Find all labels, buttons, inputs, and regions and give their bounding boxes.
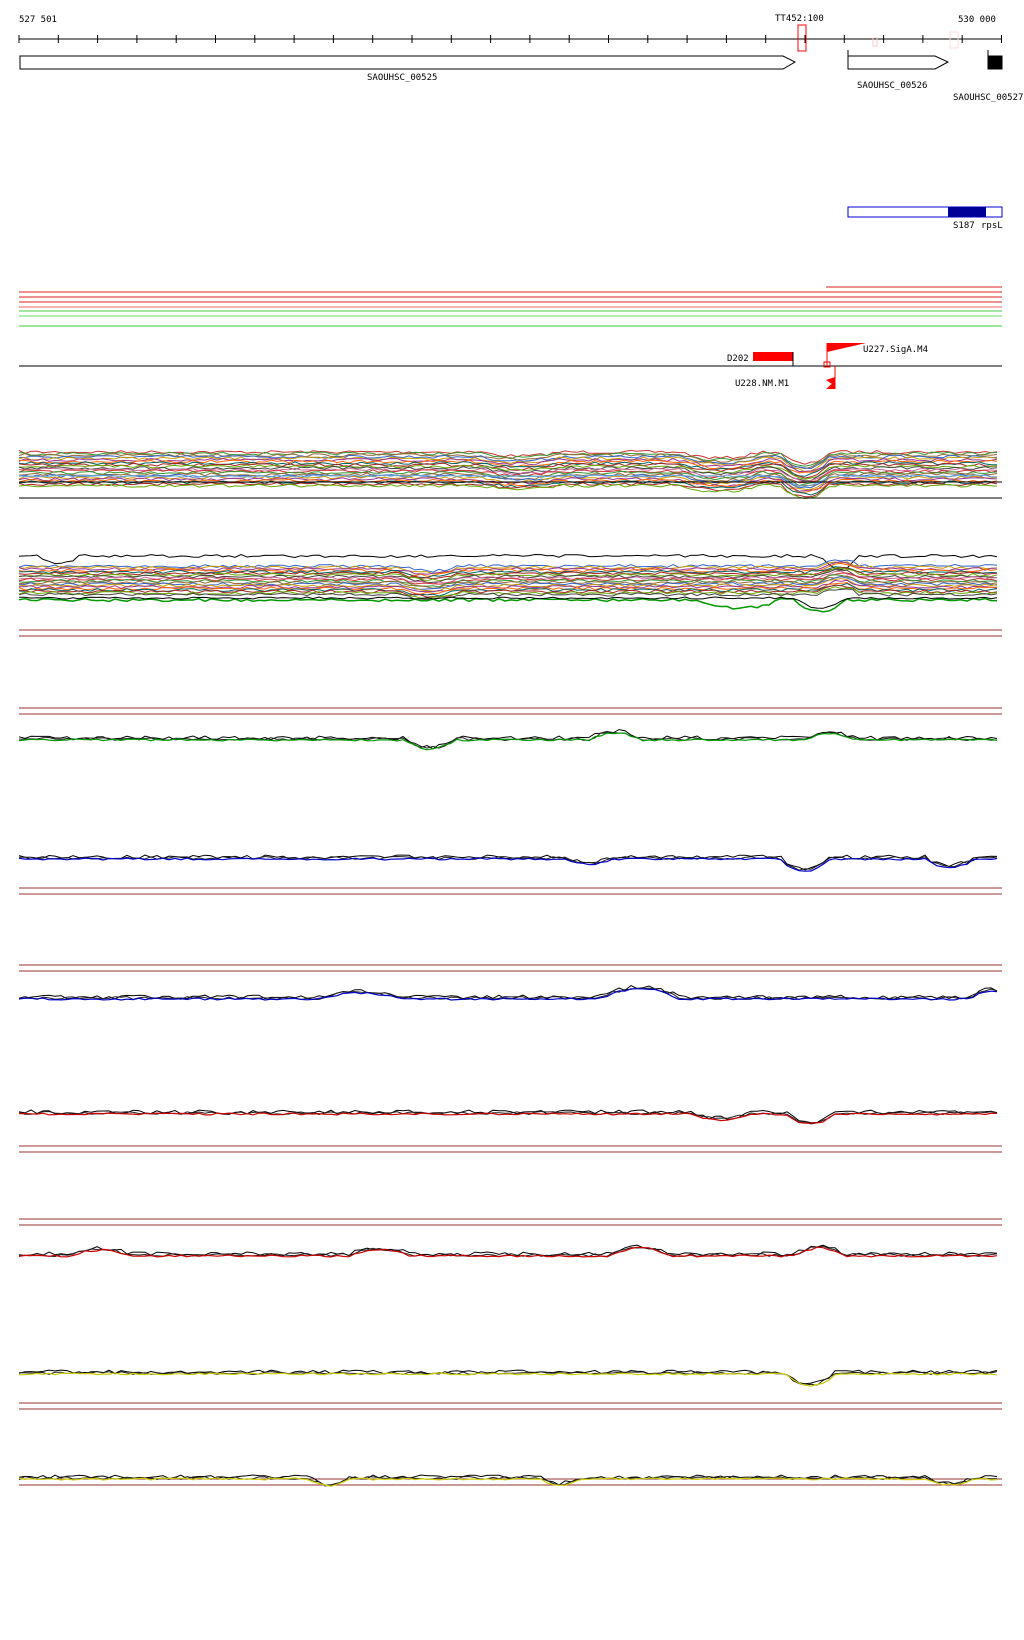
sample-trace (18, 453, 998, 470)
position-ruler: 527 501 TT452:100 530 000 (18, 14, 1002, 52)
misc-feature-track: S187 rpsL (847, 206, 1003, 231)
misc-feature-label: S187 (953, 221, 975, 231)
sample-trace (18, 1474, 998, 1486)
sample-trace (18, 857, 998, 872)
sample-trace (18, 574, 998, 588)
coverage-bands (19, 286, 1002, 327)
regulatory-label: U227.SigA.M4 (863, 345, 928, 355)
ruler-marker-label: TT452:100 (775, 14, 824, 24)
gene-label: SAOUHSC_00527 (953, 93, 1023, 103)
sample-trace (18, 469, 998, 484)
sample-trace (18, 475, 998, 490)
regulatory-label: D202 (727, 354, 749, 364)
small-marker (949, 31, 959, 49)
sample-trace (18, 588, 998, 601)
terminator-marker[interactable] (797, 24, 807, 52)
sample-trace (18, 597, 997, 613)
sample-trace (18, 1109, 998, 1124)
sample-trace (18, 553, 998, 571)
d202-block[interactable] (753, 352, 793, 361)
sample-trace (19, 459, 998, 474)
regulatory-track: D202 U227.SigA.M4 U228.NM.M1 (19, 343, 1002, 389)
sample-trace (18, 449, 998, 465)
sample-trace (18, 568, 998, 584)
sample-trace (18, 1369, 998, 1385)
ruler-start-label: 527 501 (19, 15, 57, 25)
gene-label: SAOUHSC_00525 (367, 73, 437, 83)
sample-trace (18, 559, 998, 573)
ruler-ticks (18, 35, 1002, 43)
sample-trace (18, 855, 998, 871)
sample-trace (18, 577, 998, 592)
misc-feature-core[interactable] (948, 207, 986, 217)
gene-label: SAOUHSC_00526 (857, 81, 927, 91)
gene-arrow[interactable] (19, 55, 797, 70)
sample-trace (18, 562, 998, 577)
sample-trace (18, 477, 998, 492)
u227-flag[interactable] (827, 343, 866, 352)
sample-trace (19, 1372, 998, 1387)
sample-trace (18, 567, 998, 582)
sample-trace (18, 474, 998, 487)
u228-flag-tail (826, 381, 835, 389)
gene-track: SAOUHSC_00525 SAOUHSC_00526 SAOUHSC_0052… (19, 50, 1023, 103)
misc-feature-box[interactable] (847, 206, 1003, 218)
sample-trace (18, 462, 997, 479)
regulatory-label: U228.NM.M1 (735, 379, 789, 389)
sample-trace (18, 1246, 998, 1258)
sample-trace (18, 1477, 998, 1487)
small-marker (872, 37, 878, 47)
sample-trace (18, 732, 998, 751)
misc-feature-label: rpsL (981, 221, 1003, 231)
expression-tracks (18, 449, 1002, 1487)
sample-trace (18, 582, 998, 595)
sample-trace (19, 596, 998, 609)
sample-trace (19, 467, 998, 483)
sample-trace (18, 481, 998, 498)
sample-trace (18, 454, 998, 470)
sample-trace (18, 566, 998, 579)
sample-trace (19, 730, 998, 749)
sample-trace (18, 457, 998, 473)
sample-trace (18, 988, 998, 1001)
u227-anchor (823, 361, 831, 368)
sample-trace (18, 1112, 998, 1124)
gene-arrow[interactable] (847, 55, 950, 70)
sample-trace (18, 483, 998, 500)
gene-arrow[interactable] (987, 55, 1003, 70)
ruler-end-label: 530 000 (958, 15, 996, 25)
sample-trace (18, 584, 998, 598)
sample-trace (19, 470, 998, 487)
